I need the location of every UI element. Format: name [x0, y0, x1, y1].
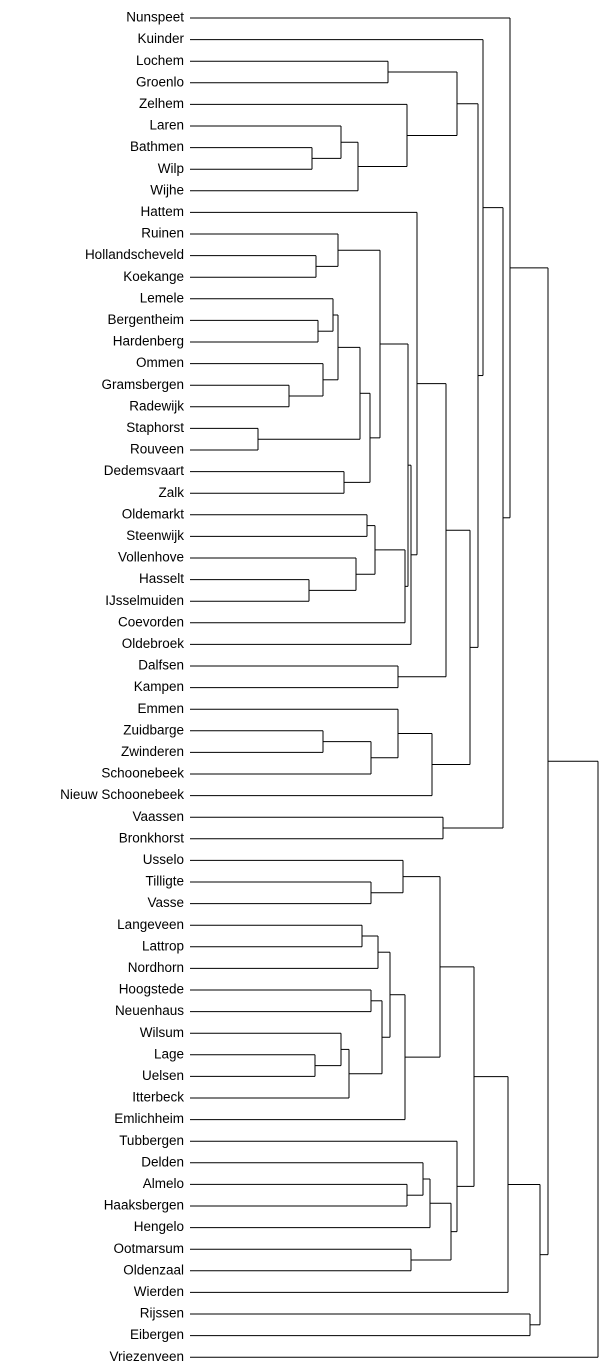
- leaf-label: Ruinen: [141, 226, 184, 241]
- leaf-label: Lemele: [140, 290, 184, 305]
- leaf-label: Ommen: [136, 355, 184, 370]
- leaf-label: Hasselt: [139, 571, 184, 586]
- leaf-label: Wilsum: [140, 1025, 184, 1040]
- leaf-label: Staphorst: [126, 420, 184, 435]
- leaf-label: Bathmen: [130, 139, 184, 154]
- leaf-label: Emmen: [137, 701, 184, 716]
- leaf-label: Ootmarsum: [113, 1241, 184, 1256]
- leaf-label: Laren: [149, 118, 184, 133]
- leaf-label: Hengelo: [134, 1219, 184, 1234]
- leaf-label: Langeveen: [117, 917, 184, 932]
- leaf-label: IJsselmuiden: [105, 593, 184, 608]
- leaf-label: Kampen: [134, 679, 184, 694]
- leaf-label: Rouveen: [130, 442, 184, 457]
- leaf-label: Gramsbergen: [101, 377, 184, 392]
- leaf-label: Zwinderen: [121, 744, 184, 759]
- leaf-label: Vasse: [147, 895, 184, 910]
- leaf-label: Wilp: [158, 161, 184, 176]
- leaf-label: Steenwijk: [126, 528, 184, 543]
- leaf-label: Hoogstede: [119, 982, 184, 997]
- leaf-label: Haaksbergen: [104, 1198, 184, 1213]
- leaf-label: Uelsen: [142, 1068, 184, 1083]
- leaf-label: Lochem: [136, 53, 184, 68]
- leaf-label: Neuenhaus: [115, 1003, 184, 1018]
- leaf-label: Schoonebeek: [101, 766, 184, 781]
- leaf-label: Wierden: [134, 1284, 184, 1299]
- leaf-label: Vriezenveen: [109, 1349, 184, 1364]
- leaf-label: Itterbeck: [132, 1090, 184, 1105]
- leaf-label: Zuidbarge: [123, 722, 184, 737]
- leaf-label: Hardenberg: [113, 334, 184, 349]
- leaf-label: Hattem: [140, 204, 184, 219]
- leaf-label: Zelhem: [139, 96, 184, 111]
- leaf-label: Groenlo: [136, 74, 184, 89]
- leaf-label: Wijhe: [150, 182, 184, 197]
- leaf-label: Oldemarkt: [122, 506, 185, 521]
- leaf-label: Tilligte: [145, 874, 184, 889]
- leaf-label: Delden: [141, 1154, 184, 1169]
- leaf-label: Koekange: [123, 269, 184, 284]
- leaf-label: Lage: [154, 1046, 184, 1061]
- leaf-label: Nunspeet: [126, 10, 184, 25]
- leaf-label: Dalfsen: [138, 658, 184, 673]
- leaf-label: Tubbergen: [119, 1133, 184, 1148]
- leaf-label: Hollandscheveld: [85, 247, 184, 262]
- leaf-label: Eibergen: [130, 1327, 184, 1342]
- leaf-label: Emlichheim: [114, 1111, 184, 1126]
- leaf-label: Oldenzaal: [123, 1262, 184, 1277]
- leaf-label: Zalk: [158, 485, 184, 500]
- leaf-label: Dedemsvaart: [104, 463, 185, 478]
- leaf-label: Almelo: [143, 1176, 184, 1191]
- leaf-label: Radewijk: [129, 398, 184, 413]
- leaf-label: Nieuw Schoonebeek: [60, 787, 184, 802]
- leaf-label: Vaassen: [132, 809, 184, 824]
- leaf-label: Nordhorn: [128, 960, 184, 975]
- leaf-label: Rijssen: [140, 1306, 184, 1321]
- leaf-label: Coevorden: [118, 614, 184, 629]
- leaf-label: Kuinder: [137, 31, 184, 46]
- leaf-label: Lattrop: [142, 938, 184, 953]
- leaf-label: Oldebroek: [122, 636, 185, 651]
- leaf-label: Bronkhorst: [119, 830, 185, 845]
- leaf-label: Vollenhove: [118, 550, 184, 565]
- leaf-label: Usselo: [143, 852, 184, 867]
- leaf-label: Bergentheim: [107, 312, 184, 327]
